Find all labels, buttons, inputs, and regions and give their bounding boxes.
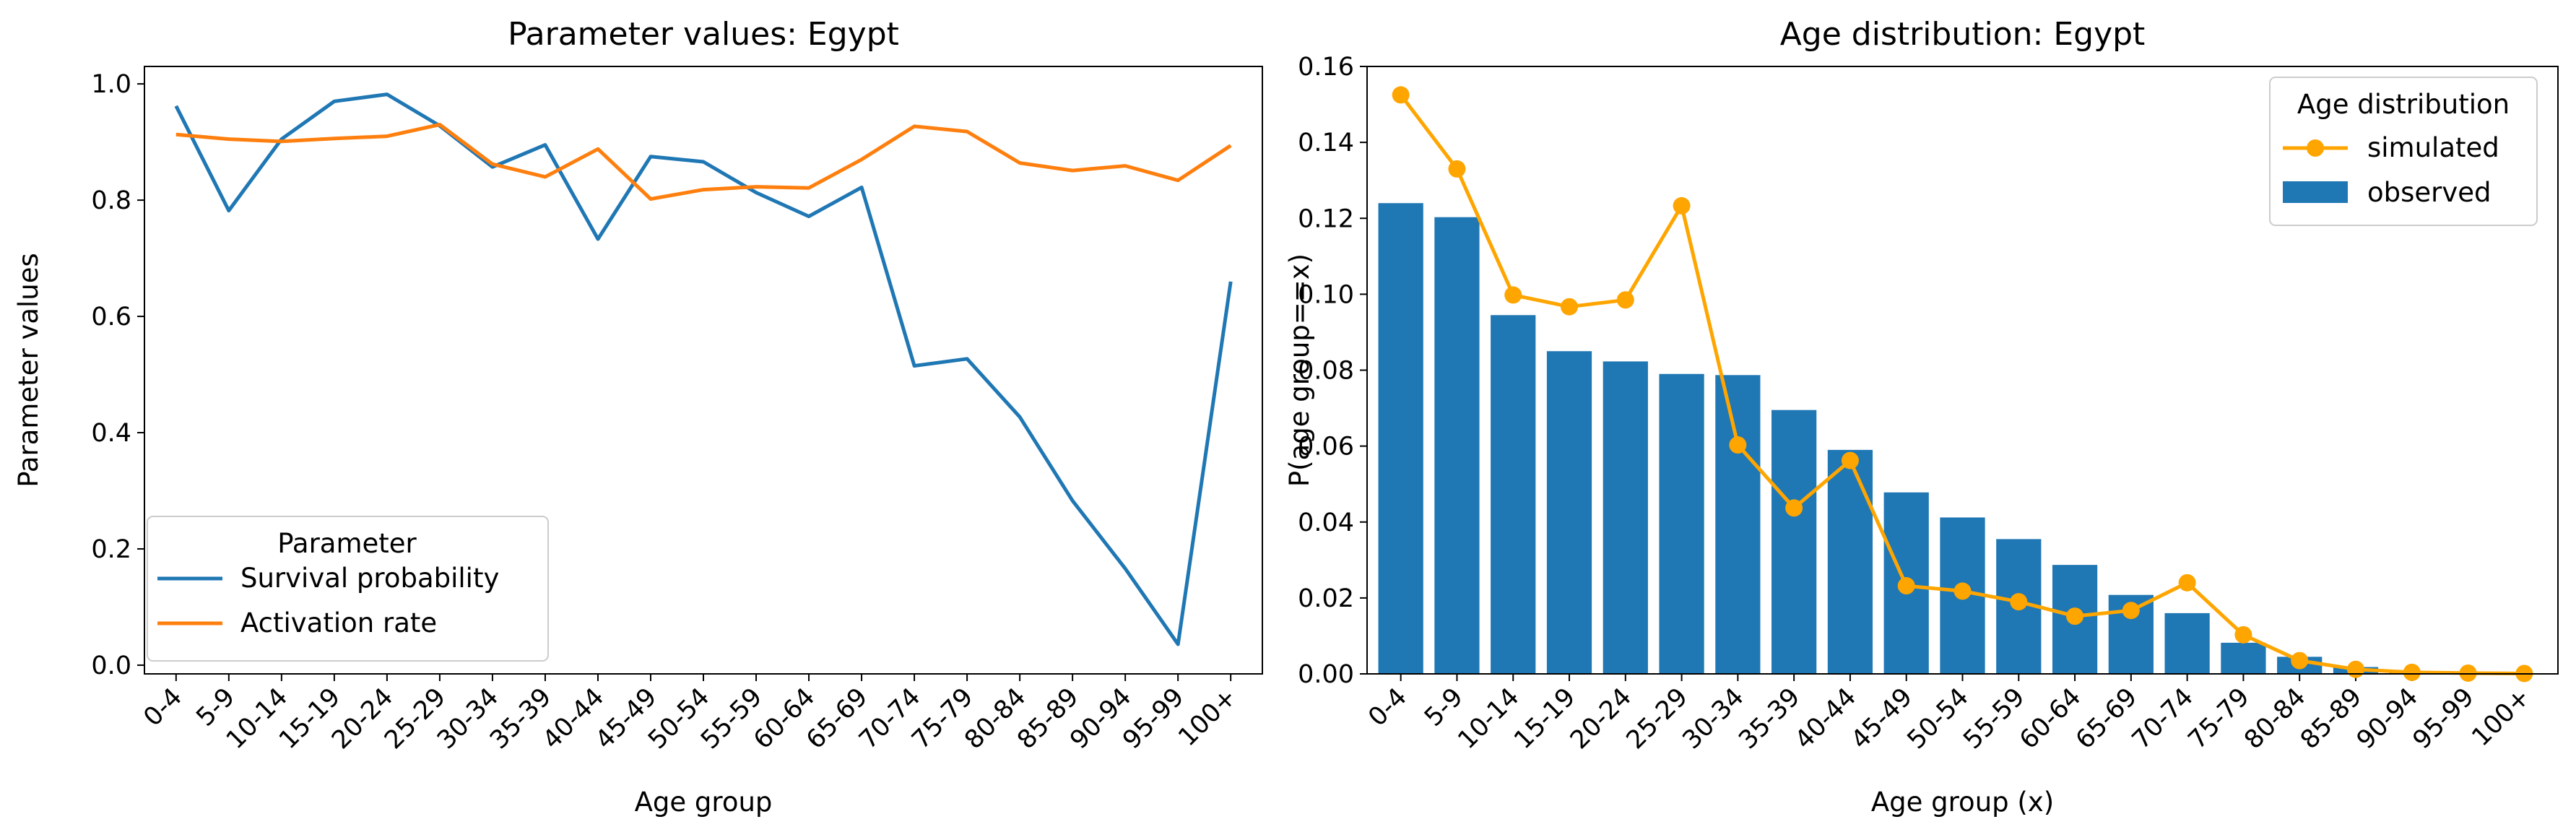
y-tick-label: 0.4 xyxy=(91,419,131,448)
plot-frame xyxy=(1366,66,2559,675)
point-simulated xyxy=(2403,663,2421,681)
y-axis-label: P(age group==x) xyxy=(1284,254,1315,487)
y-tick-label: 0.14 xyxy=(1298,129,1354,157)
x-tick-label: 30-34 xyxy=(1678,683,1750,755)
bar-observed xyxy=(1827,449,1873,674)
legend-label: Activation rate xyxy=(240,607,437,638)
x-axis-label: Age group (x) xyxy=(1871,787,2054,818)
y-axis-label: Parameter values xyxy=(13,253,44,488)
point-simulated xyxy=(1673,196,1691,215)
legend-swatch xyxy=(2283,181,2348,203)
legend-title: Parameter xyxy=(277,528,417,559)
point-simulated xyxy=(2066,607,2084,625)
y-tick-label: 0.02 xyxy=(1298,584,1354,613)
y-tick-label: 0.16 xyxy=(1298,53,1354,82)
x-tick-label: 75-79 xyxy=(2183,683,2255,755)
x-tick-label: 50-54 xyxy=(1902,683,1974,755)
series-line-survival-probability xyxy=(174,92,1233,646)
x-tick-label: 80-84 xyxy=(2239,683,2311,755)
point-simulated xyxy=(2122,602,2140,620)
x-tick-label: 0-4 xyxy=(1363,683,1413,732)
y-tick-label: 0.00 xyxy=(1298,660,1354,689)
bar-observed xyxy=(1434,217,1480,675)
x-tick-label: 85-89 xyxy=(2295,683,2367,755)
x-tick-label: 5-9 xyxy=(1419,683,1469,732)
x-tick-label: 25-29 xyxy=(1621,683,1694,755)
point-simulated xyxy=(1616,291,1634,309)
plot-frame xyxy=(144,66,1263,675)
point-simulated xyxy=(2010,593,2028,611)
point-simulated xyxy=(1953,582,1972,600)
point-simulated xyxy=(1897,577,1915,595)
point-simulated xyxy=(1841,451,1859,469)
y-tick-label: 0.0 xyxy=(91,651,131,680)
bar-observed xyxy=(2164,612,2210,674)
bar-observed xyxy=(2221,642,2266,674)
y-tick-label: 1.0 xyxy=(91,70,131,99)
point-simulated xyxy=(2178,573,2196,592)
y-tick-label: 0.8 xyxy=(91,186,131,215)
bar-observed xyxy=(1603,361,1648,674)
x-tick-label: 95-99 xyxy=(1117,683,1189,755)
y-tick-label: 0.6 xyxy=(91,303,131,332)
bar-observed xyxy=(1378,203,1423,675)
bar-observed xyxy=(1715,375,1761,674)
legend-label: observed xyxy=(2367,177,2492,208)
y-tick-label: 0.08 xyxy=(1298,357,1354,386)
chart-title: Age distribution: Egypt xyxy=(1780,16,2146,53)
series-line-activation-rate xyxy=(175,123,1232,201)
bar-observed xyxy=(1491,315,1536,674)
chart-title: Parameter values: Egypt xyxy=(508,16,899,53)
legend-title: Age distribution xyxy=(2297,89,2510,120)
bar-observed xyxy=(1659,373,1704,674)
bar-observed xyxy=(1546,351,1592,674)
x-tick-label: 70-74 xyxy=(2127,683,2199,755)
legend-marker xyxy=(2307,139,2324,157)
x-tick-label: 10-14 xyxy=(1452,683,1525,755)
y-tick-label: 0.04 xyxy=(1298,508,1354,537)
y-tick-label: 0.06 xyxy=(1298,433,1354,462)
x-tick-label: 55-59 xyxy=(1958,683,2030,755)
x-tick-label: 90-94 xyxy=(2351,683,2424,755)
bar-observed xyxy=(1771,410,1817,674)
point-simulated xyxy=(1785,499,1803,517)
x-tick-label: 60-64 xyxy=(2014,683,2086,755)
x-tick-label: 45-49 xyxy=(1846,683,1918,755)
point-simulated xyxy=(2459,664,2477,682)
age-distribution-chart: Age distribution: Egypt Age group (x) P(ag… xyxy=(1284,16,2559,818)
y-tick-label: 0.2 xyxy=(91,535,131,564)
x-tick-label: 100+ xyxy=(1173,683,1242,752)
x-tick-label: 20-24 xyxy=(1565,683,1637,755)
x-tick-label: 35-39 xyxy=(1733,683,1805,755)
x-axis-label: Age group xyxy=(635,787,773,818)
point-simulated xyxy=(1448,160,1466,178)
point-simulated xyxy=(2234,625,2252,644)
x-tick-label: 65-69 xyxy=(2070,683,2143,755)
y-tick-label: 0.12 xyxy=(1298,204,1354,233)
parameter-values-chart: Parameter values: Egypt Age group Paramete… xyxy=(13,16,1263,818)
point-simulated xyxy=(2346,660,2364,678)
x-tick-label: 100+ xyxy=(2466,683,2536,752)
legend-box xyxy=(147,516,549,662)
x-tick-label: 0-4 xyxy=(138,683,188,732)
x-tick-label: 40-44 xyxy=(1790,683,1862,755)
x-tick-label: 15-19 xyxy=(1509,683,1581,755)
point-simulated xyxy=(1392,86,1410,104)
legend-label: Survival probability xyxy=(240,563,499,594)
y-tick-label: 0.10 xyxy=(1298,280,1354,309)
x-tick-label: 95-99 xyxy=(2408,683,2480,755)
point-simulated xyxy=(1504,286,1522,304)
point-simulated xyxy=(1561,298,1579,316)
point-simulated xyxy=(2291,651,2309,670)
legend-label: simulated xyxy=(2367,132,2499,163)
point-simulated xyxy=(1729,436,1747,454)
